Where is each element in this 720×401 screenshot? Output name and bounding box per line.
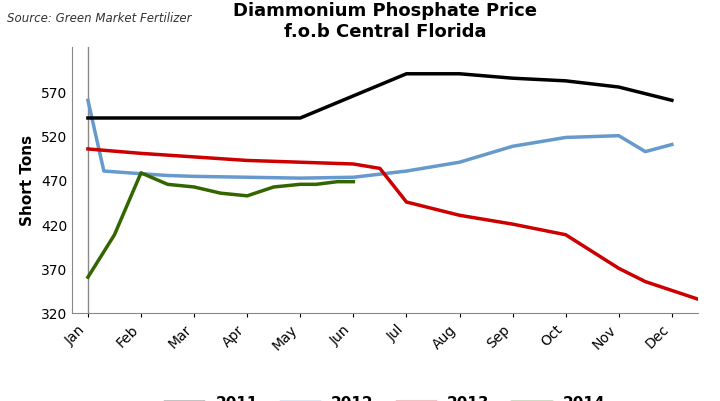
- Y-axis label: Short Tons: Short Tons: [20, 135, 35, 226]
- Legend: 2011, 2012, 2013, 2014: 2011, 2012, 2013, 2014: [159, 389, 611, 401]
- Text: Source: Green Market Fertilizer: Source: Green Market Fertilizer: [7, 12, 192, 25]
- Title: Diammonium Phosphate Price
f.o.b Central Florida: Diammonium Phosphate Price f.o.b Central…: [233, 2, 537, 41]
